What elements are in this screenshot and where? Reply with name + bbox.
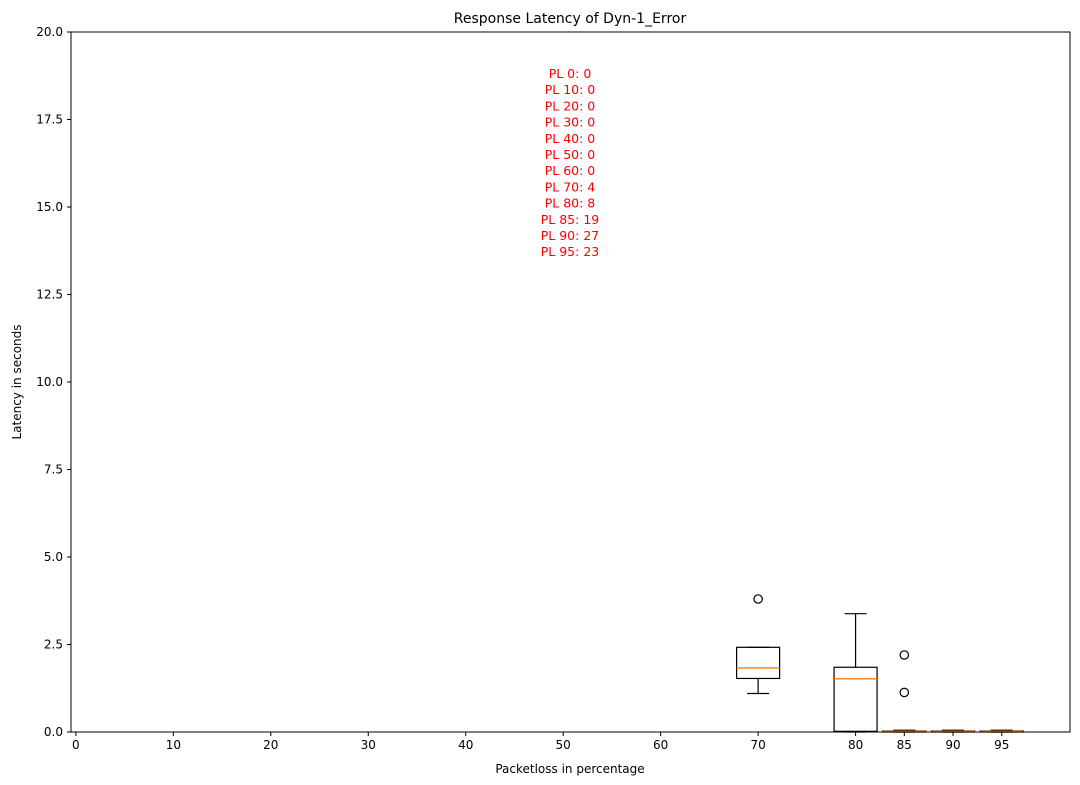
y-tick-label: 10.0: [36, 375, 63, 389]
y-tick-label: 2.5: [44, 638, 63, 652]
x-tick-label: 40: [458, 738, 473, 752]
annotation-line: PL 70: 4: [545, 179, 596, 194]
y-axis: 0.0 2.5 5.0 7.5 10.0 12.5 15.0 17.5 20.0: [36, 25, 71, 739]
x-tick-label: 10: [166, 738, 181, 752]
iqr-box: [736, 646, 781, 680]
y-tick-label: 7.5: [44, 463, 63, 477]
iqr-box: [833, 666, 878, 732]
box-series: [736, 594, 1024, 733]
annotation-line: PL 85: 19: [541, 212, 600, 227]
box-pl-85: [882, 650, 927, 733]
x-axis: 0 10 20 30 40 50 60 70 80 85 90 95: [72, 732, 1009, 752]
x-tick-label: 80: [848, 738, 863, 752]
x-tick-label: 60: [653, 738, 668, 752]
annotation-line: PL 80: 8: [545, 196, 596, 211]
x-tick-label: 90: [945, 738, 960, 752]
x-tick-label: 20: [263, 738, 278, 752]
box-pl-80: [833, 613, 878, 733]
annotation-line: PL 90: 27: [541, 228, 599, 243]
y-axis-title: Latency in seconds: [10, 324, 24, 439]
x-tick-label: 85: [897, 738, 912, 752]
box-pl-70: [736, 594, 781, 695]
annotation-line: PL 50: 0: [545, 147, 596, 162]
y-tick-label: 5.0: [44, 550, 63, 564]
outlier-point: [899, 650, 910, 660]
outlier-point: [753, 594, 763, 604]
x-axis-title: Packetloss in percentage: [495, 762, 644, 776]
packetloss-count-annotations: PL 0: 0PL 10: 0PL 20: 0PL 30: 0PL 40: 0P…: [541, 66, 600, 259]
annotation-line: PL 40: 0: [545, 131, 596, 146]
annotation-line: PL 0: 0: [549, 66, 592, 81]
x-tick-label: 70: [750, 738, 765, 752]
annotation-line: PL 10: 0: [545, 82, 596, 97]
x-tick-label: 95: [994, 738, 1009, 752]
annotation-line: PL 95: 23: [541, 244, 599, 259]
x-tick-label: 0: [72, 738, 80, 752]
x-tick-label: 50: [556, 738, 571, 752]
y-tick-label: 12.5: [36, 288, 63, 302]
y-tick-label: 15.0: [36, 200, 63, 214]
y-tick-label: 0.0: [44, 725, 63, 739]
chart-title: Response Latency of Dyn-1_Error: [454, 11, 687, 27]
annotation-line: PL 30: 0: [545, 115, 596, 130]
annotation-line: PL 60: 0: [545, 163, 596, 178]
x-tick-label: 30: [361, 738, 376, 752]
outlier-point: [899, 687, 910, 698]
y-tick-label: 17.5: [36, 113, 63, 127]
annotation-line: PL 20: 0: [545, 98, 596, 113]
y-tick-label: 20.0: [36, 25, 63, 39]
